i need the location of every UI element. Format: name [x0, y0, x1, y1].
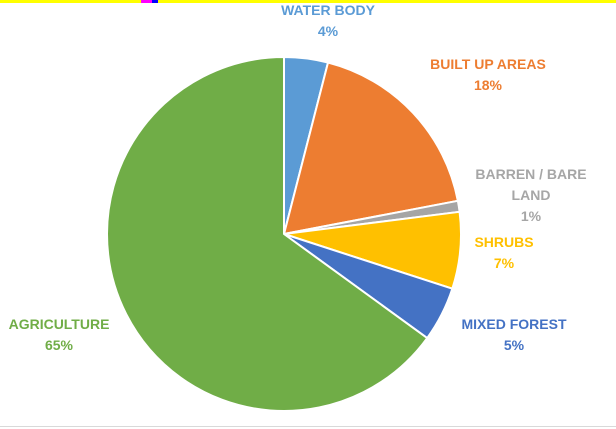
label-mixed-forest: MIXED FOREST 5% — [446, 314, 582, 356]
slice-name-line1: BARREN / BARE — [475, 166, 587, 182]
slice-name: AGRICULTURE — [8, 316, 110, 332]
label-water-body: WATER BODY 4% — [268, 0, 388, 42]
top-highlight-strip — [0, 0, 616, 3]
slice-name: WATER BODY — [281, 2, 375, 18]
bottom-divider — [0, 426, 616, 427]
slice-name-line2: LAND — [511, 187, 551, 203]
label-barren-bare-land: BARREN / BARE LAND 1% — [466, 164, 596, 227]
slice-name: SHRUBS — [474, 234, 534, 250]
slice-percent: 18% — [473, 77, 503, 93]
slice-percent: 5% — [503, 337, 525, 353]
slice-name: BUILT UP AREAS — [430, 56, 546, 72]
top-color-mark — [141, 0, 152, 3]
label-agriculture: AGRICULTURE 65% — [0, 314, 118, 356]
pie-slice-agriculture — [106, 56, 429, 412]
slice-percent: 7% — [493, 255, 515, 271]
label-shrubs: SHRUBS 7% — [474, 232, 534, 274]
top-color-mark — [152, 0, 158, 3]
slice-percent: 4% — [317, 23, 339, 39]
slice-percent: 65% — [44, 337, 74, 353]
pie-slice-built-up-areas — [283, 61, 459, 235]
label-built-up-areas: BUILT UP AREAS 18% — [413, 54, 563, 96]
slice-percent: 1% — [520, 208, 542, 224]
slice-name: MIXED FOREST — [461, 316, 567, 332]
